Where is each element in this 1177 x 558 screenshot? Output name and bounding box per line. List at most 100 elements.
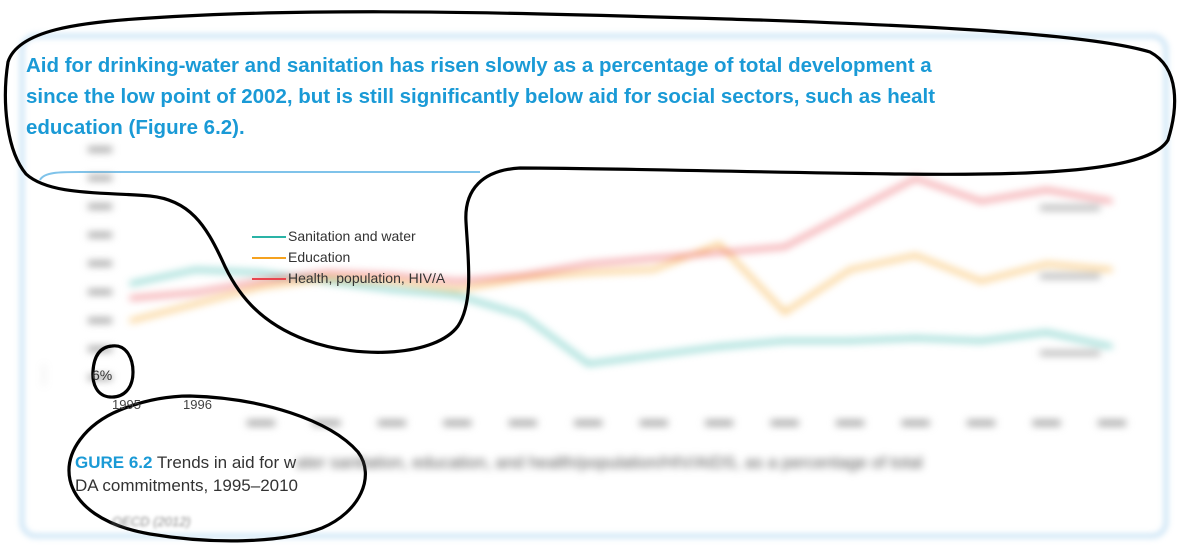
headline-line-2: since the low point of 2002, but is stil… <box>26 85 936 108</box>
series-0-point-1998 <box>325 280 327 282</box>
end-label-faint-0 <box>1040 205 1100 211</box>
series-0-point-2004 <box>718 346 720 348</box>
series-0-point-2008 <box>980 340 982 342</box>
caption-line-2: DA commitments, 1995–2010 <box>75 476 299 495</box>
series-1-point-2005 <box>784 311 786 313</box>
y-axis-label-faint: ······ <box>38 364 50 386</box>
series-2-point-1997 <box>260 280 262 282</box>
x-tick-faint-2008 <box>967 420 996 426</box>
figure-frame <box>19 33 1169 539</box>
annotation-outline-headline <box>3 10 1177 354</box>
x-tick-faint-2001 <box>508 420 537 426</box>
series-2-point-2005 <box>784 246 786 248</box>
chart-legend: Sanitation and water Education Health, p… <box>252 226 466 289</box>
headline-text: Aid for drinking-water and sanitation ha… <box>26 50 1176 143</box>
series-2-point-2003 <box>653 257 655 259</box>
y-tick-faint-6 <box>88 204 112 209</box>
plot-area <box>129 176 1113 366</box>
x-tick-faint-1998 <box>312 420 341 426</box>
series-1-point-2008 <box>980 280 982 282</box>
series-0-point-2000 <box>456 294 458 296</box>
series-2-point-1995 <box>129 297 131 299</box>
x-tick-faint-2004 <box>705 420 734 426</box>
legend-item-health: Health, population, HIV/A <box>252 268 466 289</box>
x-tick-label-1995: 1995 <box>112 397 141 412</box>
x-tick-faint-2003 <box>639 420 668 426</box>
series-0-point-2009 <box>1046 331 1048 333</box>
series-0-point-1995 <box>129 283 131 285</box>
series-2-point-1998 <box>325 272 327 274</box>
annotation-circle-caption <box>67 394 367 543</box>
series-1-point-2003 <box>653 269 655 271</box>
series-1-point-2002 <box>587 272 589 274</box>
end-label-faint-2 <box>1040 350 1100 356</box>
x-tick-faint-2007 <box>901 420 930 426</box>
series-2-point-2008 <box>980 200 982 202</box>
x-tick-faint-2005 <box>770 420 799 426</box>
series-0-point-2005 <box>784 340 786 342</box>
figure-source: OECD (2012) <box>112 514 191 529</box>
legend-swatch-sanitation <box>252 235 286 238</box>
series-2-point-2009 <box>1046 189 1048 191</box>
series-0-point-2001 <box>522 314 524 316</box>
series-1-point-2006 <box>849 269 851 271</box>
x-tick-faint-2009 <box>1032 420 1061 426</box>
y-tick-faint-7 <box>88 175 112 181</box>
y-tick-faint-4 <box>88 261 112 266</box>
caption-figure-label: GURE 6.2 <box>75 453 153 472</box>
y-tick-labels <box>88 147 112 380</box>
legend-label-health: Health, population, HIV/A <box>288 270 446 286</box>
series-2-point-2000 <box>456 280 458 282</box>
series-2-point-2001 <box>522 274 524 276</box>
legend-label-education: Education <box>288 249 351 265</box>
series-1-point-2001 <box>522 277 524 279</box>
series-2-point-2002 <box>587 263 589 265</box>
legend-item-education: Education <box>252 247 466 268</box>
series-2-point-2004 <box>718 252 720 254</box>
series-1-point-2007 <box>915 254 917 256</box>
series-1-point-2009 <box>1046 263 1048 265</box>
headline-line-3: education (Figure 6.2). <box>26 116 245 139</box>
series-1-point-2004 <box>718 243 720 245</box>
legend-swatch-health <box>252 277 286 280</box>
figure-caption: GURE 6.2 Trends in aid for water sanitat… <box>75 450 923 475</box>
annotation-layer <box>3 10 1177 543</box>
series-0-point-1996 <box>194 269 196 271</box>
series-1-point-1996 <box>194 303 196 305</box>
inner-chart-border <box>39 171 480 181</box>
series-1-point-2000 <box>456 289 458 291</box>
series-1-point-1998 <box>325 277 327 279</box>
x-tick-label-1996: 1996 <box>183 397 212 412</box>
y-tick-faint-8 <box>88 147 112 152</box>
series-0-point-2010 <box>1111 346 1113 348</box>
series-0-point-2007 <box>915 337 917 339</box>
caption-text-blurred: ater sanitation, education, and health/p… <box>296 453 923 472</box>
x-tick-faint-1997 <box>246 420 275 426</box>
y-tick-faint-5 <box>88 232 112 238</box>
series-0-point-2006 <box>849 340 851 342</box>
series-0-point-2003 <box>653 354 655 356</box>
series-2-point-2010 <box>1111 200 1113 202</box>
x-tick-faint-1999 <box>377 420 406 426</box>
series-0-point-1999 <box>391 289 393 291</box>
legend-swatch-education <box>252 256 286 259</box>
series-1-point-2010 <box>1111 269 1113 271</box>
series-1-point-1999 <box>391 280 393 282</box>
y-tick-faint-0 <box>88 375 112 380</box>
series-0-point-1997 <box>260 272 262 274</box>
series-2-point-1996 <box>194 292 196 293</box>
series-2-point-1999 <box>391 274 393 276</box>
series-2-point-2006 <box>849 212 851 214</box>
y-tick-faint-2 <box>88 318 112 323</box>
x-tick-faint-2010 <box>1098 420 1126 426</box>
x-tick-faint-2006 <box>836 420 865 426</box>
series-1-point-1995 <box>129 320 131 322</box>
x-tick-labels-faint <box>246 420 1126 426</box>
x-tick-faint-2000 <box>443 420 472 426</box>
series-1-point-1997 <box>260 286 262 288</box>
x-tick-faint-2002 <box>574 420 603 426</box>
series-2-point-2007 <box>915 178 917 179</box>
series-line-1 <box>129 241 1113 323</box>
end-label-faint-1 <box>1040 273 1100 279</box>
